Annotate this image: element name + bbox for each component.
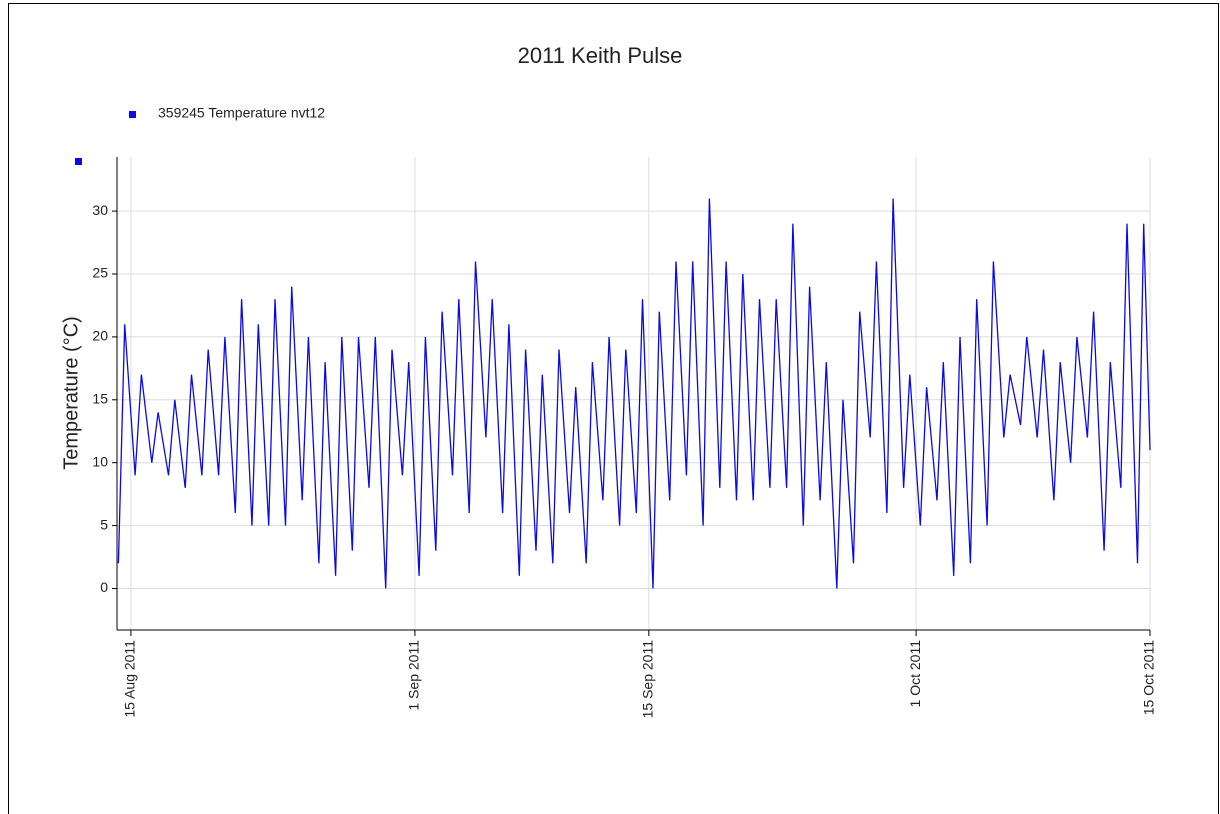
frame bbox=[8, 3, 1219, 814]
y-tick-label: 0 bbox=[100, 579, 108, 595]
marker-icon bbox=[75, 158, 82, 165]
y-tick-label: 25 bbox=[92, 265, 108, 281]
chart-title: 2011 Keith Pulse bbox=[518, 43, 683, 68]
legend-label: 359245 Temperature nvt12 bbox=[158, 105, 325, 121]
x-tick-label: 1 Sep 2011 bbox=[406, 640, 422, 711]
y-tick-label: 5 bbox=[100, 516, 108, 532]
y-tick-label: 15 bbox=[92, 390, 108, 406]
x-tick-label: 15 Aug 2011 bbox=[122, 640, 138, 718]
y-tick-label: 10 bbox=[92, 453, 108, 469]
x-tick-label: 1 Oct 2011 bbox=[907, 640, 923, 708]
y-axis-label: Temperature (°C) bbox=[60, 316, 82, 470]
y-tick-label: 20 bbox=[92, 328, 108, 344]
legend-swatch bbox=[129, 111, 136, 118]
x-tick-label: 15 Sep 2011 bbox=[640, 640, 656, 719]
y-tick-label: 30 bbox=[92, 202, 108, 218]
x-tick-label: 15 Oct 2011 bbox=[1141, 640, 1157, 715]
series-line bbox=[117, 198, 1151, 589]
